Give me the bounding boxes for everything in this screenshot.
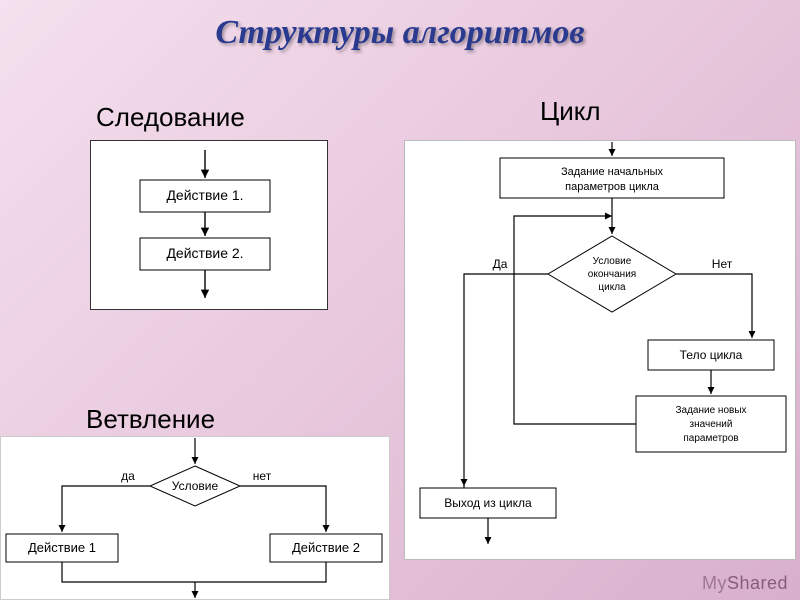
loop-init-l1: Задание начальных [561,166,664,178]
branch-condition: Условие [172,479,219,493]
loop-update-l3: параметров [683,433,738,444]
sequence-flowchart: Действие 1. Действие 2. [90,140,328,310]
loop-init-l2: параметров цикла [565,181,660,193]
branch-no: нет [253,469,272,483]
loop-update-l1: Задание новых [675,405,746,416]
branch-left-action: Действие 1 [28,540,96,555]
watermark: MyShared [702,573,788,594]
loop-no: Нет [712,257,733,271]
loop-yes: Да [493,257,508,271]
loop-update-l2: значений [690,419,733,430]
watermark-bold: Shared [727,573,788,593]
branching-label: Ветвление [86,404,215,435]
loop-body: Тело цикла [680,348,743,362]
slide-title: Структуры алгоритмов [0,14,800,52]
watermark-pre: My [702,573,727,593]
branch-yes: да [121,469,135,483]
seq-action2: Действие 2. [166,245,243,261]
loop-flowchart: Задание начальных параметров цикла Услов… [404,140,796,560]
loop-cond-l2: окончания [588,269,636,280]
sequence-label: Следование [96,102,245,133]
loop-label: Цикл [540,96,601,127]
branch-right-action: Действие 2 [292,540,360,555]
seq-action1: Действие 1. [166,187,243,203]
branching-flowchart: Условие да нет Действие 1 Действие 2 [0,436,390,600]
loop-exit: Выход из цикла [444,496,532,510]
loop-cond-l1: Условие [593,256,632,267]
loop-cond-l3: цикла [598,282,626,293]
